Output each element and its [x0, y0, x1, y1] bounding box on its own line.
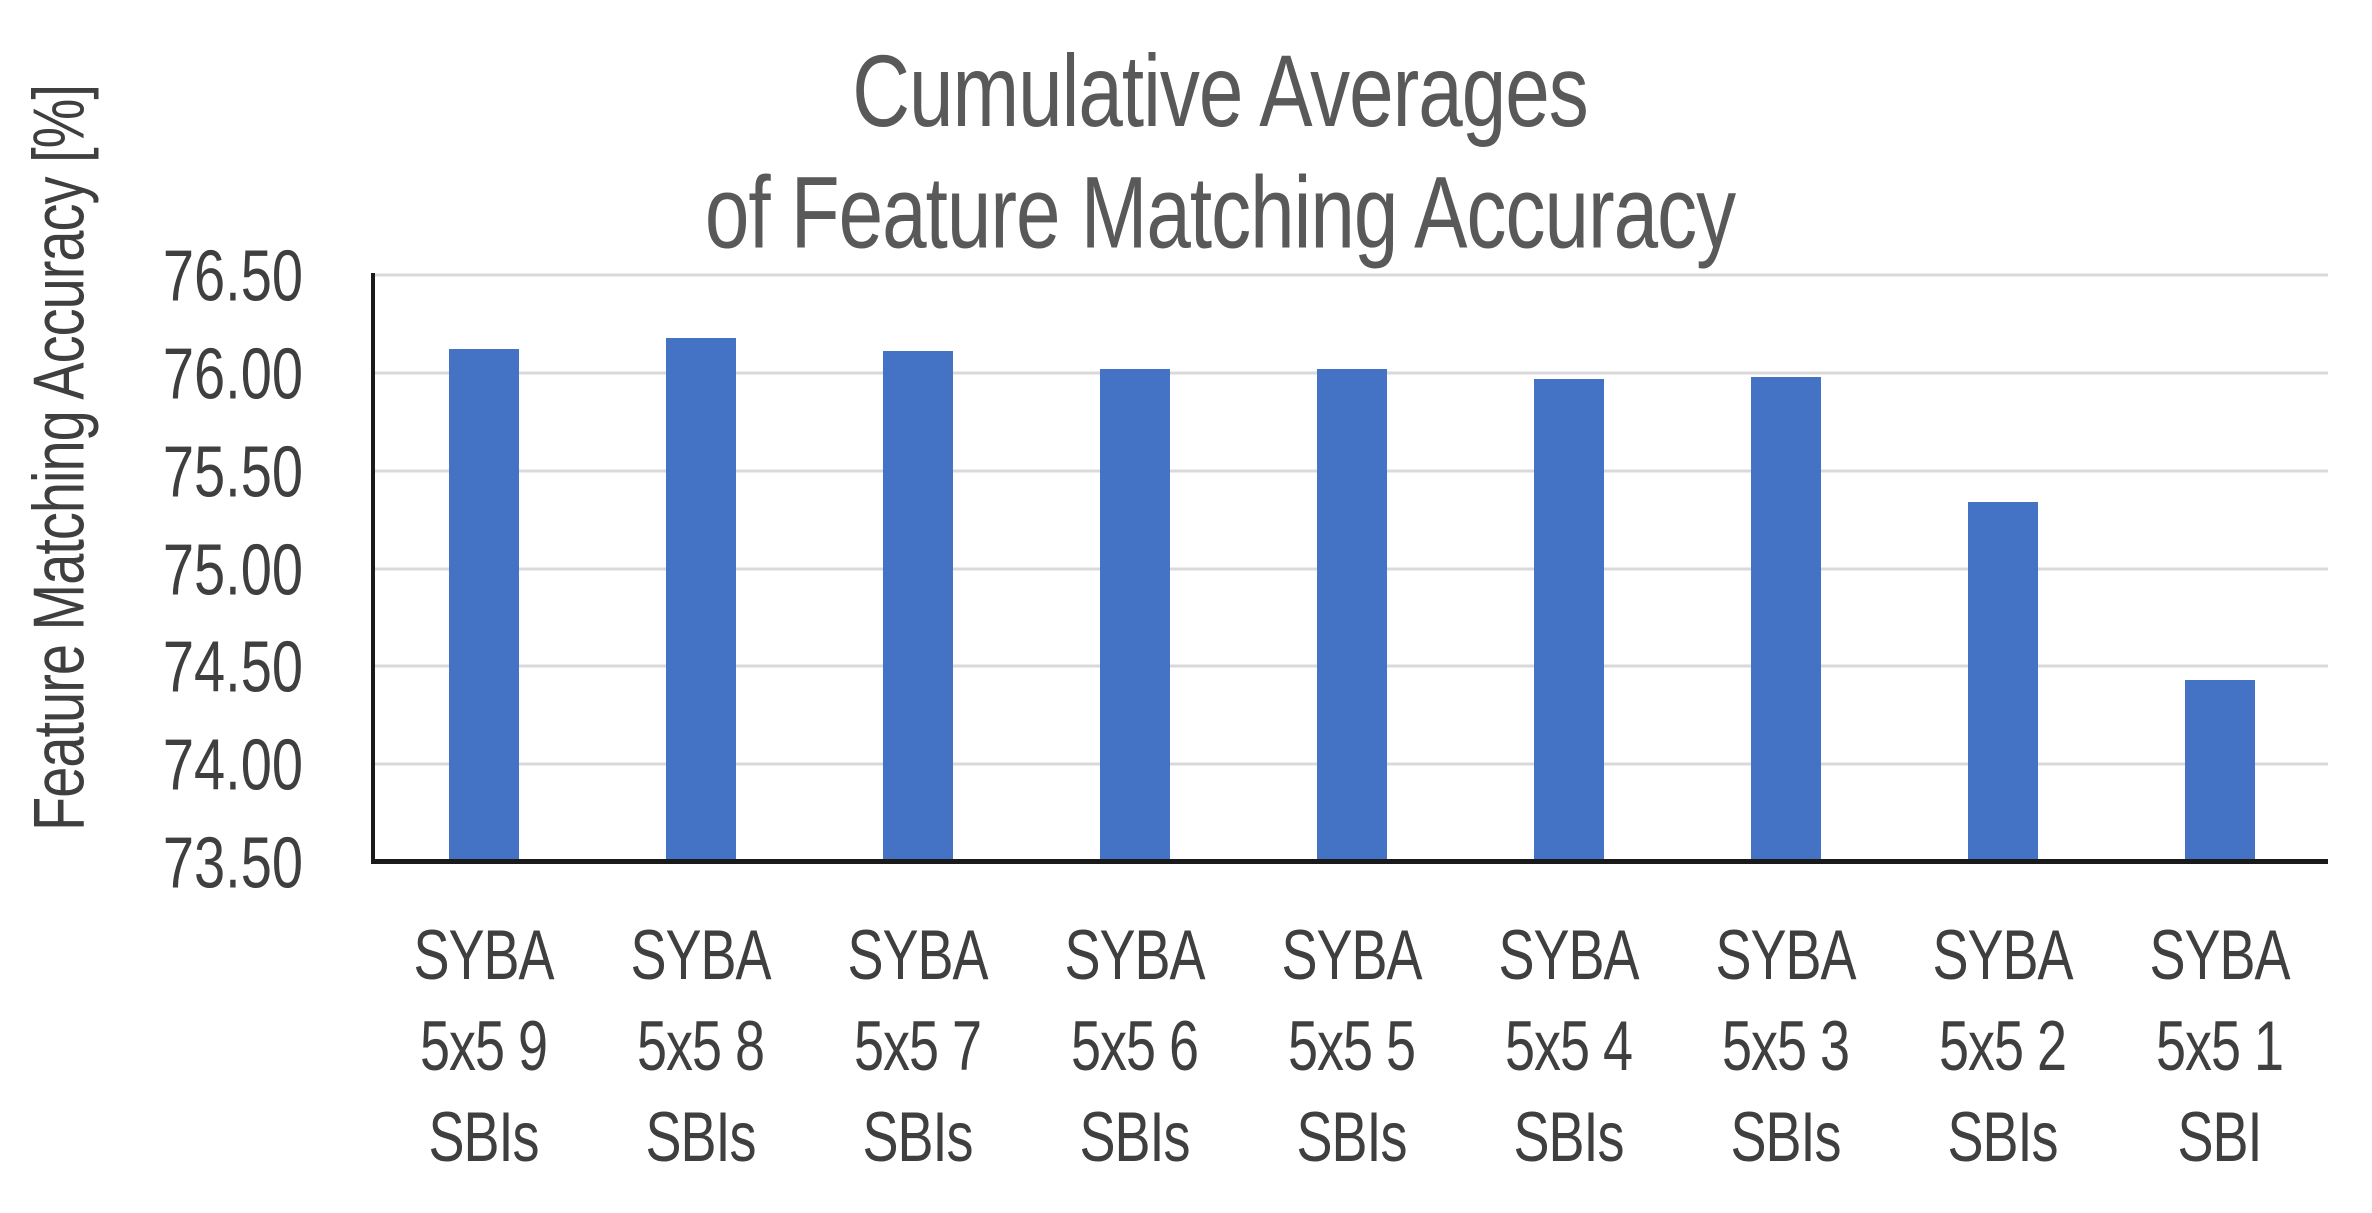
x-label-1-line-1: SYBA	[413, 916, 554, 995]
y-axis-ticks: 76.50 76.00 75.50 75.00 74.50 74.00 73.50	[0, 234, 303, 903]
y-tick-76.50: 76.50	[162, 234, 303, 316]
y-tick-74.00: 74.00	[162, 723, 303, 806]
x-label-2-line-2: 5x5 8	[636, 1007, 765, 1086]
y-tick-75.00: 75.00	[162, 527, 303, 610]
x-label-3-line-2: 5x5 7	[853, 1007, 982, 1086]
bar-slot-5	[1243, 275, 1460, 862]
chart-title-line-2: of Feature Matching Accuracy	[704, 155, 1736, 270]
x-label-4-line-1: SYBA	[1064, 916, 1205, 995]
bar-syba-5x5-8-sbis	[665, 337, 736, 862]
x-label-5-line-3: SBIs	[1296, 1098, 1407, 1177]
bar-syba-5x5-3-sbis	[1750, 376, 1821, 862]
x-label-7-line-1: SYBA	[1715, 916, 1856, 995]
bars	[375, 275, 2328, 862]
bar-slot-8	[1894, 275, 2111, 862]
x-label-1-line-2: 5x5 9	[419, 1007, 548, 1086]
x-axis-line	[371, 859, 2328, 864]
x-label-syba-5x5-1-sbi: SYBA 5x5 1 SBI	[2111, 910, 2328, 1183]
bar-syba-5x5-6-sbis	[1099, 368, 1170, 862]
bar-slot-4	[1026, 275, 1243, 862]
x-label-5-line-1: SYBA	[1281, 916, 1422, 995]
x-label-7-line-2: 5x5 3	[1721, 1007, 1850, 1086]
plot-area	[375, 273, 2328, 862]
y-axis-line	[371, 273, 375, 862]
bar-syba-5x5-1-sbi	[2184, 680, 2255, 862]
x-label-8-line-3: SBIs	[1947, 1098, 2058, 1177]
y-tick-76.00: 76.00	[162, 331, 303, 414]
bar-syba-5x5-2-sbis	[1967, 501, 2038, 862]
bar-slot-6	[1460, 275, 1677, 862]
bar-slot-1	[375, 275, 592, 862]
x-label-9-line-2: 5x5 1	[2155, 1007, 2284, 1086]
x-label-2-line-1: SYBA	[630, 916, 771, 995]
x-label-8-line-2: 5x5 2	[1938, 1007, 2067, 1086]
x-label-7-line-3: SBIs	[1730, 1098, 1841, 1177]
bar-slot-3	[809, 275, 1026, 862]
bar-slot-7	[1677, 275, 1894, 862]
chart-title: Cumulative Averages of Feature Matching …	[704, 30, 1736, 273]
x-label-6-line-1: SYBA	[1498, 916, 1639, 995]
x-label-1-line-3: SBIs	[428, 1098, 539, 1177]
x-label-2-line-3: SBIs	[645, 1098, 756, 1177]
x-label-5-line-2: 5x5 5	[1287, 1007, 1416, 1086]
x-label-syba-5x5-9-sbis: SYBA 5x5 9 SBIs	[375, 910, 592, 1183]
x-label-4-line-2: 5x5 6	[1070, 1007, 1199, 1086]
gridline-76.50	[375, 273, 2328, 277]
x-label-3-line-3: SBIs	[862, 1098, 973, 1177]
bar-syba-5x5-5-sbis	[1316, 368, 1387, 862]
x-label-9-line-3: SBI	[2177, 1098, 2262, 1177]
x-label-syba-5x5-4-sbis: SYBA 5x5 4 SBIs	[1460, 910, 1677, 1183]
bar-syba-5x5-9-sbis	[448, 349, 519, 862]
x-label-4-line-3: SBIs	[1079, 1098, 1190, 1177]
chart-title-line-1: Cumulative Averages	[852, 33, 1589, 148]
bar-slot-2	[592, 275, 809, 862]
x-label-9-line-1: SYBA	[2149, 916, 2290, 995]
bar-syba-5x5-7-sbis	[882, 351, 953, 862]
x-label-syba-5x5-6-sbis: SYBA 5x5 6 SBIs	[1026, 910, 1243, 1183]
y-tick-73.50: 73.50	[162, 821, 303, 903]
bar-slot-9	[2111, 275, 2328, 862]
y-tick-74.50: 74.50	[162, 625, 303, 708]
x-label-6-line-2: 5x5 4	[1504, 1007, 1633, 1086]
y-tick-75.50: 75.50	[162, 429, 303, 512]
x-label-syba-5x5-7-sbis: SYBA 5x5 7 SBIs	[809, 910, 1026, 1183]
bar-syba-5x5-4-sbis	[1533, 378, 1604, 862]
x-label-syba-5x5-5-sbis: SYBA 5x5 5 SBIs	[1243, 910, 1460, 1183]
x-label-syba-5x5-8-sbis: SYBA 5x5 8 SBIs	[592, 910, 809, 1183]
x-label-6-line-3: SBIs	[1513, 1098, 1624, 1177]
x-label-syba-5x5-3-sbis: SYBA 5x5 3 SBIs	[1677, 910, 1894, 1183]
x-axis-labels: SYBA 5x5 9 SBIs SYBA 5x5 8 SBIs SYBA 5x5 7 SBIs S…	[375, 910, 2328, 1177]
x-label-syba-5x5-2-sbis: SYBA 5x5 2 SBIs	[1894, 910, 2111, 1183]
x-label-3-line-1: SYBA	[847, 916, 988, 995]
x-label-8-line-1: SYBA	[1932, 916, 2073, 995]
